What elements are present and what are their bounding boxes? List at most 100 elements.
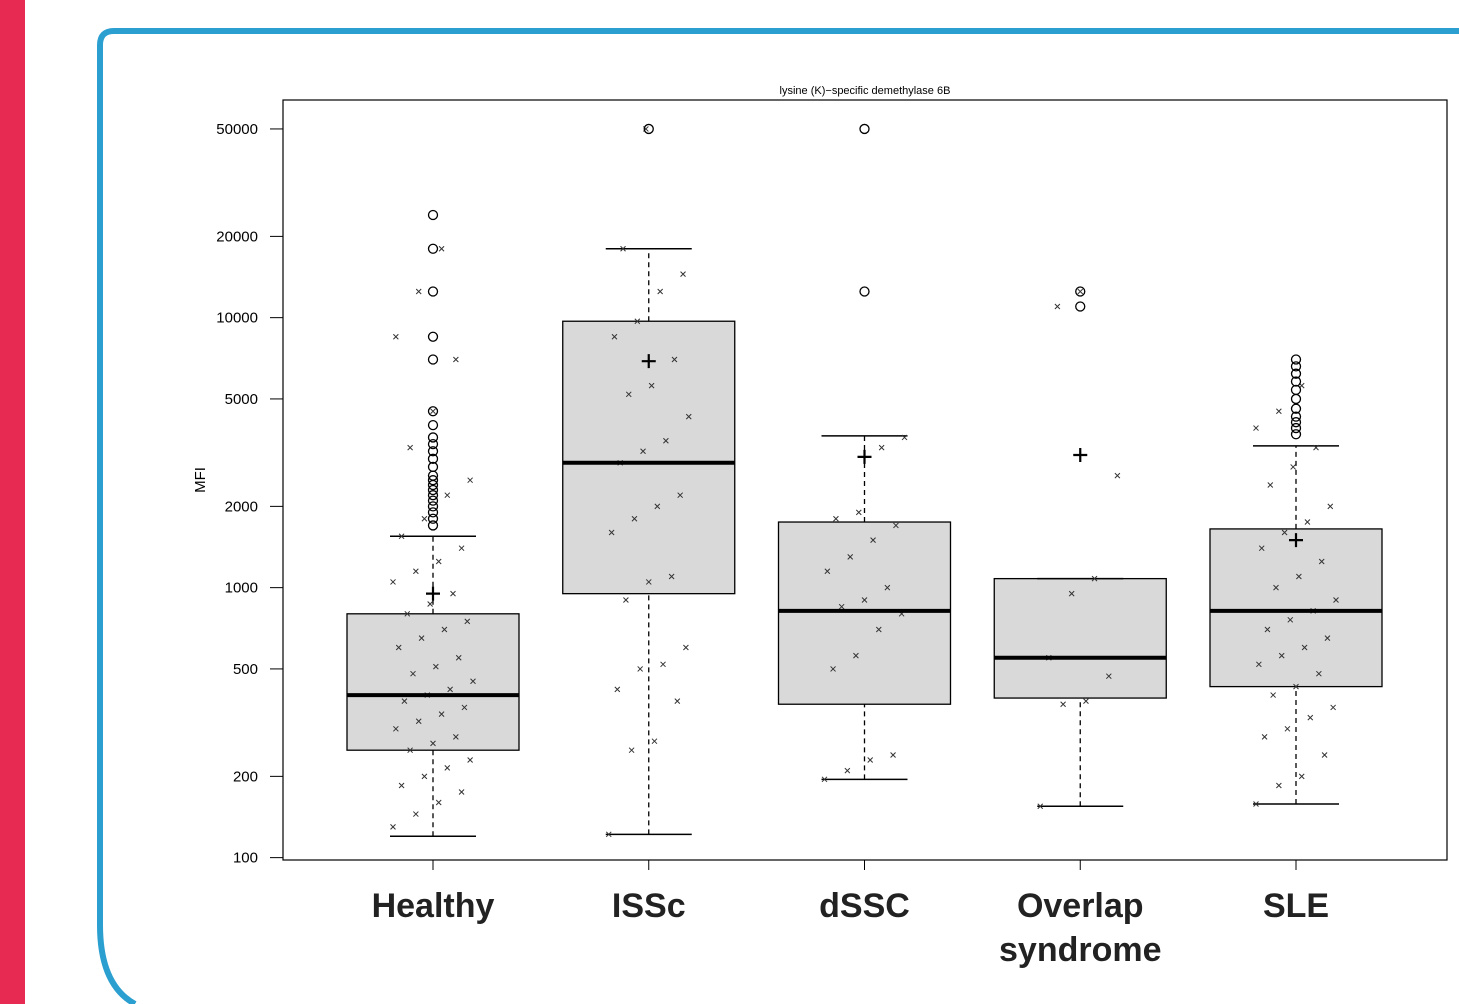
outlier <box>427 432 439 443</box>
data-point <box>1298 773 1305 780</box>
data-point <box>853 652 859 659</box>
data-point <box>393 725 399 732</box>
data-point <box>674 698 681 704</box>
outlier <box>427 406 439 417</box>
data-point <box>1114 472 1121 479</box>
data-point <box>398 533 405 540</box>
data-point <box>654 503 661 510</box>
data-point <box>634 318 641 325</box>
outlier <box>427 209 439 221</box>
data-point <box>390 579 396 585</box>
data-point <box>453 734 459 740</box>
data-point <box>444 492 451 499</box>
data-point <box>651 738 658 745</box>
chart-title: lysine (K)−specific demethylase 6B <box>780 85 951 97</box>
side-strip <box>0 0 25 1004</box>
data-point <box>390 824 396 830</box>
data-point <box>1068 590 1075 597</box>
mean <box>426 586 440 601</box>
data-point <box>398 782 405 789</box>
data-point <box>455 654 462 661</box>
data-point <box>1284 725 1291 732</box>
data-point <box>838 603 845 610</box>
x-tick-label: ISSc <box>611 887 686 925</box>
outlier <box>1075 286 1086 297</box>
data-point <box>1301 644 1308 651</box>
data-point <box>1313 444 1319 451</box>
box <box>1209 528 1383 688</box>
outlier <box>1290 403 1302 414</box>
data-point <box>893 522 899 529</box>
data-point <box>605 831 612 838</box>
data-point <box>433 663 439 670</box>
outlier <box>427 507 439 518</box>
data-point <box>404 610 411 617</box>
x-tick-label: SLE <box>1262 887 1330 925</box>
data-point <box>1276 408 1282 415</box>
data-point <box>441 626 448 633</box>
y-tick-label: 5000 <box>225 391 258 408</box>
data-point <box>1330 704 1336 711</box>
data-point <box>430 740 436 747</box>
outlier <box>1290 368 1302 379</box>
data-point <box>875 626 882 633</box>
mean <box>1073 447 1088 462</box>
y-tick-label: 200 <box>233 768 258 785</box>
outlier <box>1290 417 1302 428</box>
data-point <box>1321 752 1328 758</box>
outlier <box>427 331 439 342</box>
data-point <box>435 558 442 565</box>
outlier <box>427 501 439 512</box>
data-point <box>611 333 618 340</box>
outlier <box>1290 429 1302 440</box>
outlier <box>643 123 654 135</box>
data-point <box>467 477 473 484</box>
data-point <box>623 597 629 603</box>
outlier <box>427 446 439 457</box>
outlier <box>1290 376 1302 387</box>
y-tick-label: 20000 <box>216 228 258 245</box>
data-point <box>444 765 451 771</box>
outlier <box>427 453 439 464</box>
data-point <box>830 666 836 672</box>
data-point <box>1253 801 1259 807</box>
data-point <box>884 584 891 591</box>
data-point <box>470 678 476 685</box>
data-point <box>401 698 408 704</box>
data-point <box>1083 698 1089 704</box>
data-point <box>625 391 632 398</box>
mean <box>857 449 872 464</box>
data-point <box>438 245 445 252</box>
data-point <box>1261 734 1268 740</box>
data-point <box>438 711 445 717</box>
data-point <box>890 752 896 758</box>
data-point <box>1060 701 1066 708</box>
data-point <box>1281 529 1288 536</box>
data-point <box>1333 597 1339 603</box>
y-tick-label: 1000 <box>225 580 258 597</box>
outlier <box>1290 384 1302 396</box>
y-tick-label: 50000 <box>216 121 258 138</box>
data-point <box>447 686 453 693</box>
frame <box>97 28 1459 1004</box>
data-point <box>458 545 465 552</box>
data-point <box>1077 288 1084 295</box>
data-point <box>1278 652 1285 659</box>
data-point <box>640 448 646 455</box>
data-point <box>685 413 692 420</box>
data-point <box>628 747 635 754</box>
data-point <box>847 554 854 560</box>
data-point <box>418 635 425 642</box>
data-point <box>663 437 669 444</box>
data-point <box>1256 661 1262 668</box>
data-point <box>1273 584 1279 591</box>
outlier <box>427 495 439 506</box>
data-point <box>464 618 471 625</box>
data-point <box>461 704 468 711</box>
data-point <box>821 776 828 783</box>
box <box>777 521 952 705</box>
x-tick-label: Healthy <box>371 887 495 925</box>
y-tick-label: 2000 <box>225 498 258 515</box>
data-point <box>878 444 885 451</box>
